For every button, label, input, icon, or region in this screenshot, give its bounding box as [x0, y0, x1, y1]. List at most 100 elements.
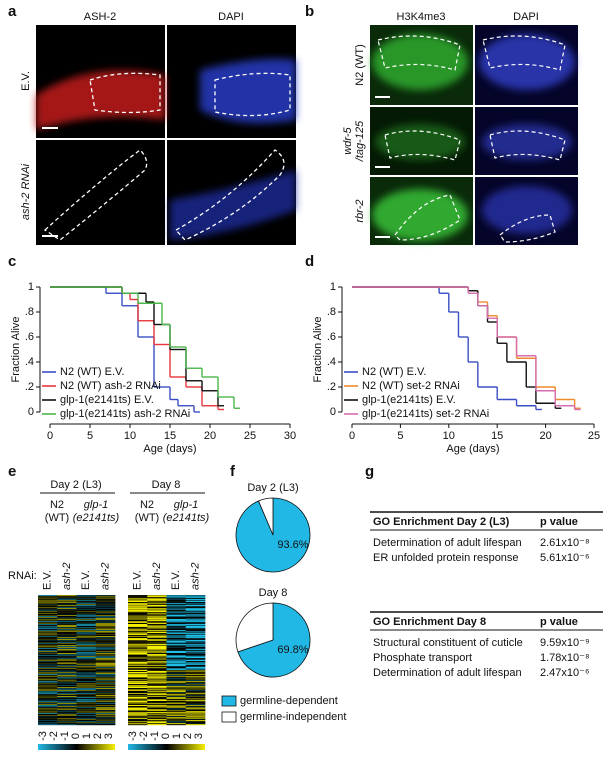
- heatmap-cell: [166, 719, 187, 721]
- heatmap-cell: [95, 720, 116, 722]
- heatmap-cell: [185, 713, 206, 715]
- heatmap-cell: [57, 680, 77, 682]
- heatmap-cell: [185, 614, 206, 616]
- heatmap-cell: [76, 609, 97, 611]
- heatmap-cell: [147, 604, 167, 606]
- heatmap-cell: [128, 613, 148, 615]
- heatmap-cell: [57, 639, 77, 641]
- heatmap-cell: [38, 707, 58, 709]
- heatmap-cell: [95, 644, 116, 646]
- heatmap-cell: [185, 698, 206, 700]
- colorbar: [38, 744, 115, 750]
- heatmap-cell: [76, 653, 97, 655]
- heatmap-cell: [76, 677, 97, 679]
- heatmap-cell: [128, 628, 148, 630]
- strain-label: (WT): [45, 512, 69, 524]
- heatmap-cell: [38, 719, 58, 721]
- heatmap-cell: [57, 659, 77, 661]
- heatmap-cell: [128, 655, 148, 657]
- heatmap-cell: [95, 603, 116, 605]
- heatmap-cell: [95, 681, 116, 683]
- p-value: 1.78x10⁻⁸: [540, 652, 590, 664]
- heatmap-cell: [128, 631, 148, 633]
- heatmap-cell: [185, 605, 206, 607]
- heatmap-cell: [166, 620, 187, 622]
- heatmap-cell: [76, 675, 97, 677]
- heatmap-cell: [38, 656, 58, 658]
- heatmap-cell: [38, 718, 58, 720]
- heatmap-cell: [95, 625, 116, 627]
- heatmap-cell: [147, 691, 167, 693]
- heatmap-cell: [95, 656, 116, 658]
- heatmap-cell: [76, 654, 97, 656]
- heatmap-cell: [128, 691, 148, 693]
- heatmap-cell: [57, 691, 77, 693]
- y-tick-label: .8: [327, 306, 336, 318]
- heatmap-cell: [95, 669, 116, 671]
- go-term: Phosphate transport: [373, 652, 472, 664]
- heatmap-cell: [95, 640, 116, 642]
- heatmap-cell: [147, 606, 167, 608]
- heatmap-cell: [57, 667, 77, 669]
- micrograph: [36, 140, 165, 245]
- heatmap-cell: [147, 690, 167, 692]
- column-label: DAPI: [513, 11, 539, 23]
- heatmap-cell: [95, 724, 116, 726]
- heatmap-cell: [95, 619, 116, 621]
- heatmap-cell: [38, 667, 58, 669]
- heatmap-cell: [166, 722, 187, 724]
- heatmap-cell: [57, 630, 77, 632]
- heatmap-cell: [128, 643, 148, 645]
- heatmap-cell: [128, 634, 148, 636]
- heatmap-cell: [76, 635, 97, 637]
- heatmap-cell: [57, 666, 77, 668]
- heatmap-cell: [147, 662, 167, 664]
- heatmap-cell: [76, 664, 97, 666]
- heatmap-cell: [128, 686, 148, 688]
- rnai-condition: E.V.: [42, 570, 54, 590]
- heatmap-cell: [147, 692, 167, 694]
- heatmap-cell: [185, 704, 206, 706]
- heatmap-cell: [147, 651, 167, 653]
- heatmap-cell: [185, 641, 206, 643]
- heatmap-cell: [76, 645, 97, 647]
- heatmap: [38, 595, 116, 726]
- heatmap-cell: [76, 608, 97, 610]
- heatmap-cell: [185, 660, 206, 662]
- heatmap-cell: [166, 698, 187, 700]
- heatmap-cell: [38, 683, 58, 685]
- heatmap-cell: [57, 706, 77, 708]
- heatmap-cell: [57, 678, 77, 680]
- outline: [214, 72, 291, 117]
- heatmap-cell: [95, 649, 116, 651]
- heatmap-cell: [185, 625, 206, 627]
- heatmap-cell: [147, 649, 167, 651]
- heatmap-cell: [185, 644, 206, 646]
- heatmap-cell: [147, 683, 167, 685]
- heatmap-cell: [128, 603, 148, 605]
- heatmap-cell: [57, 657, 77, 659]
- outline: [489, 130, 566, 161]
- heatmap-cell: [128, 656, 148, 658]
- x-tick-label: 15: [491, 430, 503, 442]
- heatmap-cell: [128, 695, 148, 697]
- heatmap-cell: [57, 619, 77, 621]
- heatmap-cell: [95, 658, 116, 660]
- heatmap-cell: [76, 672, 97, 674]
- heatmap-cell: [185, 687, 206, 689]
- heatmap-cell: [128, 688, 148, 690]
- heatmap-cell: [185, 688, 206, 690]
- heatmap-cell: [57, 664, 77, 666]
- heatmap-cell: [166, 622, 187, 624]
- heatmap-cell: [95, 696, 116, 698]
- heatmap-cell: [95, 638, 116, 640]
- heatmap-cell: [95, 601, 116, 603]
- heatmap-cell: [166, 619, 187, 621]
- heatmap-cell: [38, 627, 58, 629]
- outline: [43, 149, 148, 241]
- heatmap-cell: [95, 651, 116, 653]
- heatmap-cell: [147, 685, 167, 687]
- heatmap-cell: [147, 655, 167, 657]
- heatmap-cell: [38, 611, 58, 613]
- heatmap-cell: [166, 643, 187, 645]
